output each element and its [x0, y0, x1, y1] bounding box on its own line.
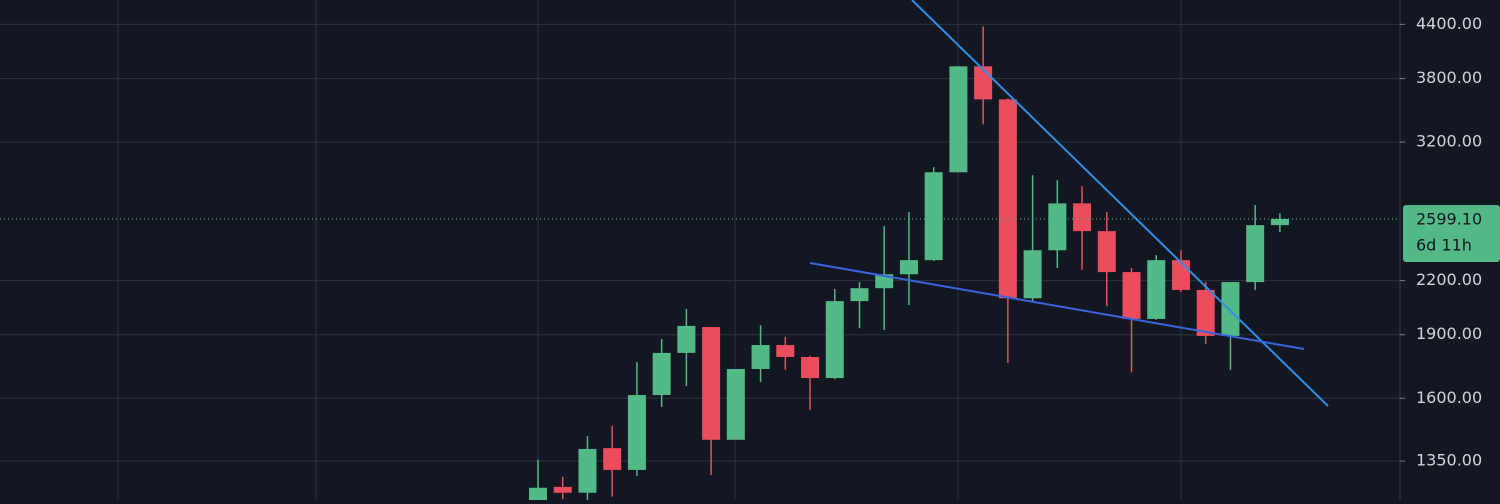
candle-body	[1270, 218, 1289, 226]
candle-body	[974, 66, 993, 100]
candle-body	[726, 368, 745, 440]
trendline	[809, 262, 1305, 350]
candle-body	[1097, 231, 1116, 273]
candle-body	[801, 356, 820, 379]
candle-body	[553, 486, 572, 493]
candle-body	[702, 327, 721, 440]
last-price-label: 2599.10	[1416, 209, 1482, 228]
trendline	[911, 0, 1329, 407]
candle-body	[1221, 282, 1240, 336]
y-tick-label: 2200.00	[1416, 270, 1482, 289]
candle-body	[627, 395, 646, 470]
candle-body	[1122, 272, 1141, 319]
last-price-box	[1403, 204, 1500, 262]
countdown-label: 6d 11h	[1416, 235, 1472, 254]
candle-body	[1171, 260, 1190, 290]
candle-body	[924, 172, 943, 261]
candle-body	[1196, 289, 1215, 336]
candle-body	[1147, 260, 1166, 319]
trendlines	[809, 0, 1329, 407]
y-tick-label: 4400.00	[1416, 14, 1482, 33]
y-tick-label: 1600.00	[1416, 388, 1482, 407]
candle-body	[899, 260, 918, 275]
candle-body	[875, 274, 894, 289]
candle-body	[1246, 225, 1265, 283]
y-tick-label: 3200.00	[1416, 132, 1482, 151]
candle-body	[751, 345, 770, 369]
candle-body	[776, 345, 795, 357]
candle-body	[1048, 203, 1067, 251]
y-tick-label: 3800.00	[1416, 68, 1482, 87]
candle-body	[998, 99, 1017, 299]
candle-body	[949, 66, 968, 173]
candle-body	[529, 487, 547, 500]
candle-body	[825, 301, 844, 379]
candle-body	[677, 325, 696, 353]
candle-body	[1023, 250, 1042, 299]
candle-body	[1073, 203, 1092, 232]
candle-body	[652, 352, 671, 396]
y-tick-label: 1350.00	[1416, 451, 1482, 470]
y-tick-label: 1900.00	[1416, 324, 1482, 343]
candle-body	[603, 448, 622, 470]
candle-body	[850, 288, 869, 302]
candle-body	[578, 448, 597, 493]
